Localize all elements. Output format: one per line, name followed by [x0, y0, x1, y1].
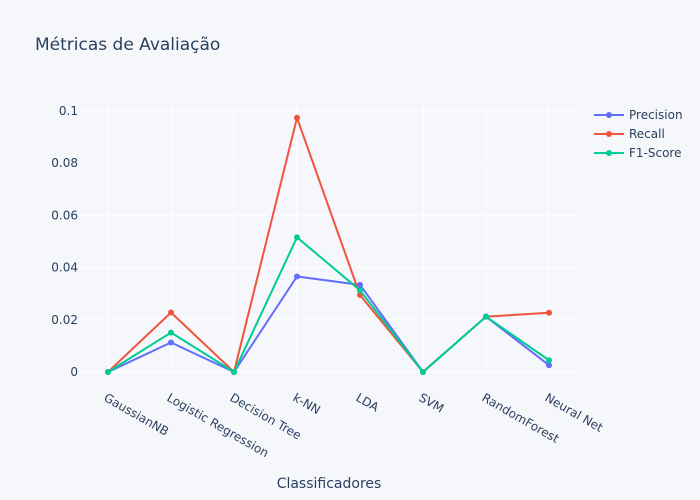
data-point-f1-score[interactable]	[483, 313, 489, 320]
x-tick-label: k-NN	[291, 390, 323, 417]
x-tick-label: SVM	[417, 390, 447, 415]
data-point-f1-score[interactable]	[420, 369, 426, 375]
x-tick-label: GaussianNB	[102, 390, 172, 438]
legend-label: Precision	[629, 108, 683, 122]
y-tick-label: 0.06	[51, 208, 78, 222]
x-tick-label: Logistic Regression	[165, 390, 272, 460]
legend-item-precision[interactable]: Precision	[594, 108, 683, 122]
chart-title: Métricas de Avaliação	[35, 35, 220, 55]
data-point-recall[interactable]	[546, 309, 552, 316]
legend-label: Recall	[629, 127, 665, 141]
x-axis-title: Classificadores	[277, 476, 382, 492]
data-point-precision[interactable]	[294, 273, 300, 280]
y-tick-label: 0	[70, 365, 78, 379]
legend-swatch-marker	[606, 131, 612, 137]
legend-swatch-marker	[606, 150, 612, 156]
series-line-precision[interactable]	[107, 275, 550, 374]
y-tick-label: 0.02	[51, 313, 78, 327]
data-point-f1-score[interactable]	[546, 357, 552, 364]
data-point-recall[interactable]	[168, 309, 174, 316]
y-tick-label: 0.08	[51, 156, 78, 170]
legend[interactable]: Precision Recall F1-Score	[594, 108, 683, 160]
data-point-f1-score[interactable]	[294, 234, 300, 241]
data-point-precision[interactable]	[546, 362, 552, 369]
data-point-f1-score[interactable]	[168, 329, 174, 336]
legend-swatch-marker	[606, 112, 612, 118]
y-tick-label: 0.1	[59, 104, 78, 118]
data-point-f1-score[interactable]	[231, 369, 237, 375]
data-point-f1-score[interactable]	[105, 369, 111, 375]
legend-label: F1-Score	[629, 146, 681, 160]
x-tick-label: LDA	[354, 390, 382, 414]
data-point-recall[interactable]	[294, 114, 300, 121]
data-point-f1-score[interactable]	[357, 287, 363, 294]
data-point-precision[interactable]	[357, 281, 363, 288]
legend-item-recall[interactable]: Recall	[594, 127, 665, 141]
y-tick-label: 0.04	[51, 261, 78, 275]
series-line-f1-score[interactable]	[107, 235, 550, 374]
legend-item-f1-score[interactable]: F1-Score	[594, 146, 681, 160]
data-point-precision[interactable]	[168, 339, 174, 346]
